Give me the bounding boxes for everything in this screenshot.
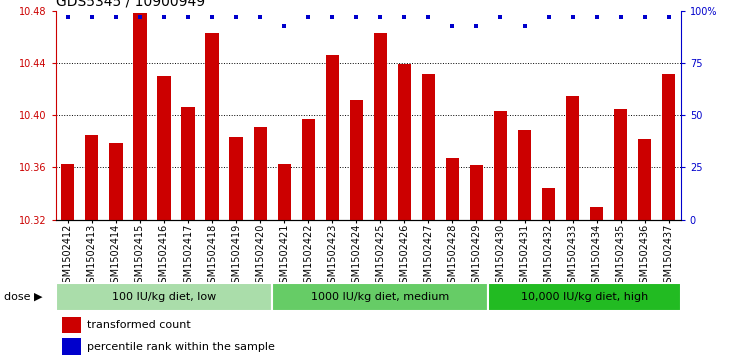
Bar (56, 283, 272, 311)
Text: percentile rank within the sample: percentile rank within the sample (87, 342, 275, 352)
Bar (638, 139, 651, 220)
Bar (470, 165, 483, 220)
Bar (566, 96, 580, 220)
Bar (254, 127, 267, 220)
Bar (326, 55, 339, 220)
Bar (182, 107, 195, 220)
Bar (590, 207, 603, 220)
Bar (133, 13, 147, 220)
Bar (373, 33, 387, 220)
Bar (446, 158, 459, 220)
Bar (109, 143, 123, 220)
Text: 100 IU/kg diet, low: 100 IU/kg diet, low (112, 292, 216, 302)
Bar (662, 73, 676, 220)
Bar (494, 111, 507, 220)
Text: transformed count: transformed count (87, 321, 190, 330)
Text: GDS5345 / 10900949: GDS5345 / 10900949 (56, 0, 205, 8)
Bar (542, 188, 555, 220)
Bar (205, 33, 219, 220)
Bar (61, 163, 74, 220)
Bar (422, 73, 435, 220)
Bar (272, 283, 489, 311)
Bar (62, 317, 81, 333)
Bar (278, 163, 291, 220)
Bar (398, 64, 411, 220)
Text: 10,000 IU/kg diet, high: 10,000 IU/kg diet, high (521, 292, 648, 302)
Bar (489, 283, 681, 311)
Bar (518, 130, 531, 220)
Bar (350, 99, 363, 220)
Text: dose ▶: dose ▶ (4, 292, 42, 302)
Bar (86, 135, 98, 220)
Bar (614, 109, 627, 220)
Bar (301, 119, 315, 220)
Bar (229, 138, 243, 220)
Bar (158, 76, 170, 220)
Bar (62, 338, 81, 355)
Text: 1000 IU/kg diet, medium: 1000 IU/kg diet, medium (311, 292, 449, 302)
